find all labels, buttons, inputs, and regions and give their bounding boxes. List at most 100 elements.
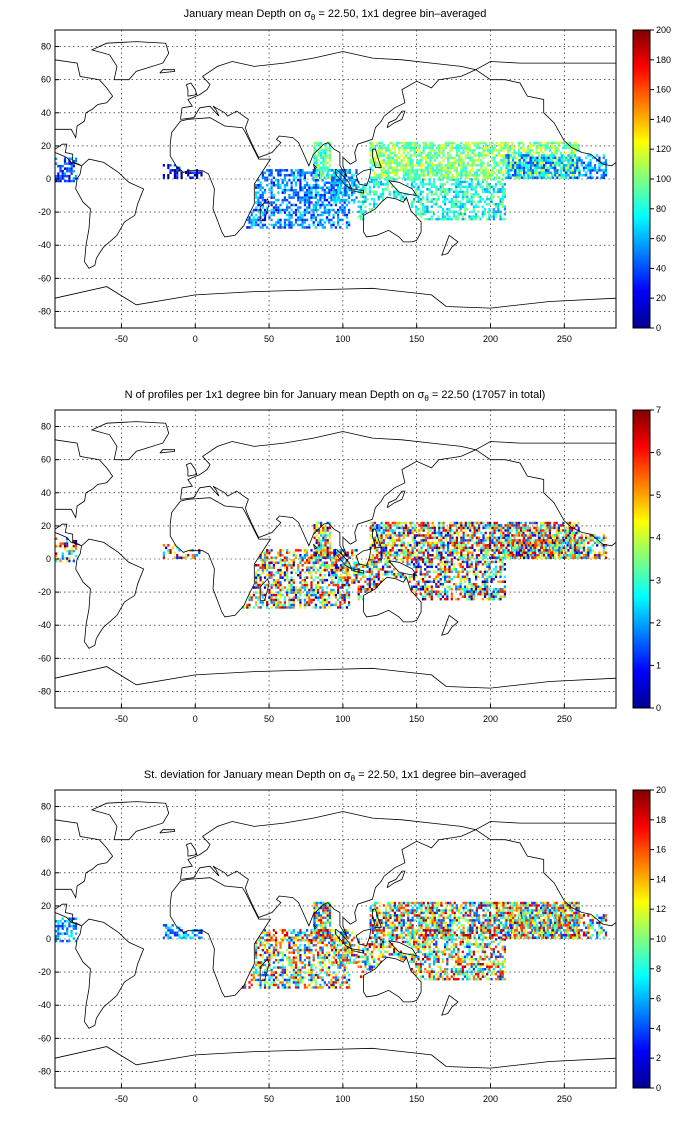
data-bin bbox=[331, 191, 334, 194]
data-bin bbox=[191, 171, 194, 174]
coastline bbox=[313, 163, 317, 170]
data-bin bbox=[478, 521, 481, 525]
data-bin bbox=[396, 521, 399, 525]
data-bin bbox=[325, 191, 329, 194]
data-bin bbox=[286, 568, 289, 572]
data-bin bbox=[435, 217, 438, 221]
data-bin bbox=[339, 208, 342, 212]
data-bin bbox=[472, 588, 476, 591]
data-bin bbox=[337, 213, 340, 217]
data-bin bbox=[409, 544, 412, 547]
data-bin bbox=[275, 223, 278, 227]
data-bin bbox=[409, 154, 412, 157]
data-bin bbox=[330, 591, 333, 594]
data-bin bbox=[268, 588, 271, 592]
data-bin bbox=[398, 534, 401, 537]
data-bin bbox=[463, 580, 467, 583]
data-bin bbox=[458, 154, 461, 157]
data-bin bbox=[313, 551, 316, 554]
data-bin bbox=[364, 588, 367, 591]
data-bin bbox=[324, 541, 327, 545]
data-bin bbox=[410, 588, 414, 591]
data-bin bbox=[411, 554, 414, 557]
data-bin bbox=[444, 556, 447, 559]
data-bin bbox=[409, 159, 412, 162]
data-bin bbox=[435, 166, 439, 170]
data-bin bbox=[466, 578, 469, 581]
data-bin bbox=[466, 549, 470, 552]
data-bin bbox=[562, 146, 565, 150]
data-bin bbox=[486, 195, 489, 199]
data-bin bbox=[562, 166, 566, 170]
data-bin bbox=[458, 144, 461, 147]
data-bin bbox=[468, 580, 471, 583]
data-bin bbox=[506, 141, 510, 145]
data-bin bbox=[551, 166, 555, 170]
data-bin bbox=[546, 146, 549, 150]
data-bin bbox=[268, 576, 271, 579]
data-bin bbox=[275, 556, 278, 559]
data-bin bbox=[495, 164, 498, 167]
data-bin bbox=[500, 551, 503, 554]
data-bin bbox=[442, 159, 445, 162]
data-bin bbox=[466, 585, 469, 588]
data-bin bbox=[565, 171, 568, 174]
data-bin bbox=[493, 521, 496, 525]
data-bin bbox=[511, 174, 515, 177]
data-bin bbox=[455, 570, 458, 574]
data-bin bbox=[497, 539, 501, 542]
data-bin bbox=[522, 146, 525, 150]
data-bin bbox=[502, 544, 505, 547]
data-bin bbox=[502, 141, 505, 145]
data-bin bbox=[382, 151, 385, 155]
data-bin bbox=[450, 198, 453, 201]
data-bin bbox=[382, 554, 385, 557]
data-bin bbox=[268, 591, 271, 594]
data-bin bbox=[460, 549, 463, 552]
data-bin bbox=[466, 198, 469, 201]
data-bin bbox=[279, 218, 282, 222]
data-bin bbox=[299, 591, 302, 594]
data-bin bbox=[389, 539, 392, 542]
data-bin bbox=[294, 203, 298, 207]
data-bin bbox=[324, 536, 327, 540]
data-bin bbox=[482, 526, 485, 530]
data-bin bbox=[430, 558, 433, 561]
data-bin bbox=[266, 549, 269, 552]
data-bin bbox=[294, 181, 298, 184]
data-bin bbox=[288, 223, 291, 227]
data-bin bbox=[453, 159, 456, 162]
data-bin bbox=[376, 524, 379, 527]
data-bin bbox=[272, 196, 276, 199]
data-bin bbox=[459, 212, 462, 216]
data-bin bbox=[398, 554, 401, 557]
data-bin bbox=[286, 218, 289, 222]
data-bin bbox=[359, 595, 363, 598]
data-bin bbox=[461, 565, 464, 569]
data-bin bbox=[537, 536, 541, 540]
data-bin bbox=[342, 554, 345, 557]
data-bin bbox=[68, 552, 71, 555]
data-bin bbox=[369, 149, 372, 152]
data-bin bbox=[524, 544, 527, 547]
data-bin bbox=[559, 151, 563, 155]
data-bin bbox=[424, 539, 428, 542]
data-bin bbox=[402, 146, 405, 150]
data-bin bbox=[319, 593, 322, 597]
data-bin bbox=[319, 186, 322, 189]
data-bin bbox=[346, 198, 349, 202]
data-bin bbox=[386, 563, 389, 566]
data-bin bbox=[472, 595, 476, 598]
data-bin bbox=[477, 215, 480, 218]
data-bin bbox=[313, 161, 316, 165]
data-bin bbox=[420, 169, 423, 172]
data-bin bbox=[440, 556, 443, 559]
data-bin bbox=[492, 212, 495, 216]
data-bin bbox=[346, 568, 349, 572]
data-bin bbox=[459, 190, 462, 194]
data-bin bbox=[279, 184, 282, 187]
data-bin bbox=[564, 146, 567, 150]
data-bin bbox=[359, 573, 363, 576]
data-bin bbox=[486, 551, 490, 554]
data-bin bbox=[317, 184, 320, 187]
